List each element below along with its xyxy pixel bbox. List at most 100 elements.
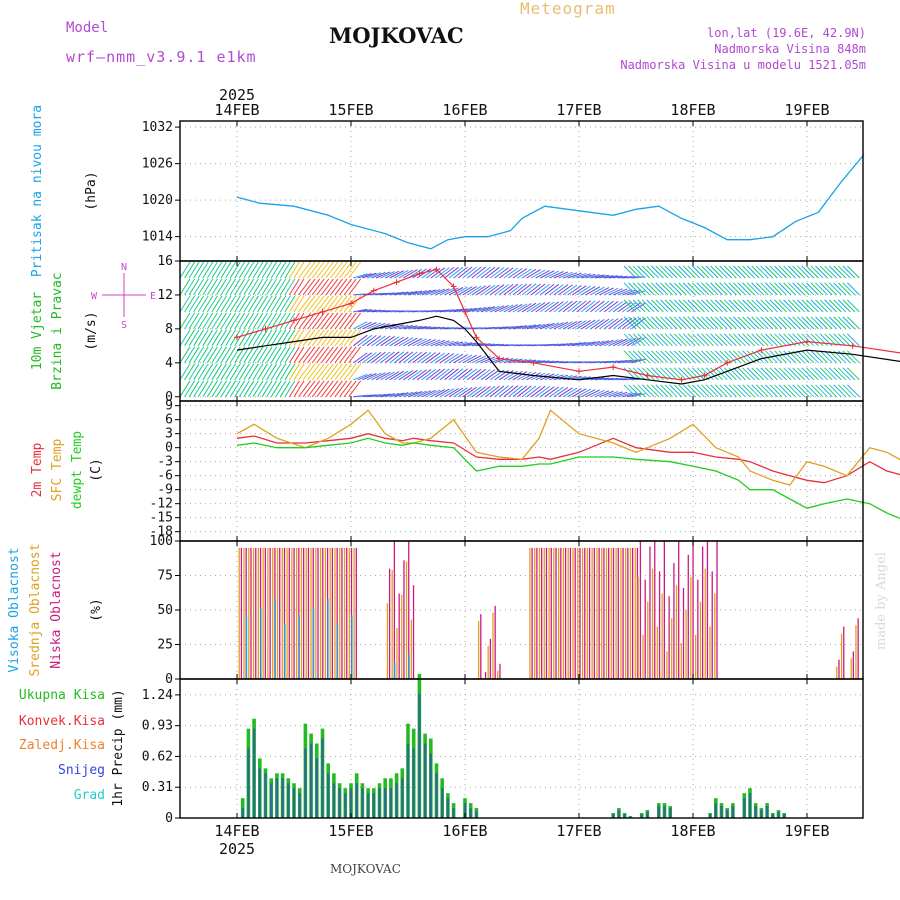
wind-barb xyxy=(412,351,427,364)
wind-barb xyxy=(275,261,287,279)
wind-barb xyxy=(567,285,582,296)
wind-barb xyxy=(339,312,353,330)
wind-barb xyxy=(298,329,312,347)
wind-barb xyxy=(334,261,348,279)
wind-barb xyxy=(307,261,321,279)
wind-barb xyxy=(439,340,455,347)
wind-barb xyxy=(842,316,856,330)
wind-barb xyxy=(632,384,646,398)
wind-barb xyxy=(216,346,227,364)
wind-barb xyxy=(526,385,541,398)
wind-barb xyxy=(774,333,787,347)
wind-barb xyxy=(508,325,523,330)
wind-barb xyxy=(806,282,819,296)
wind-barb xyxy=(416,338,432,347)
wind-barb xyxy=(348,261,362,279)
wind-barb xyxy=(723,282,737,296)
wind-barb xyxy=(714,265,728,279)
wind-barb xyxy=(229,363,241,381)
wind-barb xyxy=(778,350,792,364)
wind-barb xyxy=(806,350,819,364)
wind-barb xyxy=(307,295,321,313)
wind-barb xyxy=(774,316,787,330)
wind-barb xyxy=(571,300,587,313)
wind-barb xyxy=(453,368,468,381)
wind-barb xyxy=(664,350,678,364)
wind-barb xyxy=(376,261,377,262)
wind-barb xyxy=(678,265,692,279)
wind-barb xyxy=(339,261,341,262)
wind-barb xyxy=(507,385,523,398)
wind-barb xyxy=(476,306,491,313)
wind-barb xyxy=(311,380,325,398)
wind-barb xyxy=(325,312,339,330)
wind-barb xyxy=(655,350,669,364)
wind-barb xyxy=(826,261,828,262)
wind-barb xyxy=(810,333,824,347)
wind-barb xyxy=(435,288,450,296)
wind-barb xyxy=(302,363,316,381)
wind-barb xyxy=(632,350,646,364)
compass-s: S xyxy=(121,320,127,331)
wind-barb xyxy=(641,316,655,330)
wind-barb xyxy=(687,367,701,381)
wind-barb xyxy=(334,295,348,313)
wind-barb xyxy=(184,295,196,313)
wind-barb xyxy=(828,333,842,347)
wind-barb xyxy=(225,312,237,330)
wind-barb xyxy=(362,309,377,313)
wind-barb xyxy=(831,261,833,262)
wind-barb xyxy=(512,325,528,330)
cloud-side-label-3: Niska Oblacnost xyxy=(49,551,64,668)
wind-barb xyxy=(632,265,646,279)
wind-barb xyxy=(776,261,778,262)
wind-barb xyxy=(558,375,573,381)
wind-barb xyxy=(508,370,523,381)
precip-bar-snow xyxy=(726,810,729,818)
wind-barb xyxy=(220,346,232,364)
wind-barb xyxy=(549,301,564,313)
wind-side-label-2: Brzina i Pravac xyxy=(50,272,65,389)
wind-barb xyxy=(544,301,560,313)
wind-barb xyxy=(234,261,246,279)
wind-barb xyxy=(220,278,232,296)
wind-barb xyxy=(714,299,728,313)
wind-barb xyxy=(710,384,723,398)
wind-barb xyxy=(512,283,528,296)
wind-barb xyxy=(302,295,316,313)
wind-barb xyxy=(530,302,546,313)
wind-barb xyxy=(710,299,723,313)
wind-barb xyxy=(585,300,601,313)
wind-barb xyxy=(421,352,436,364)
wind-barb xyxy=(590,340,605,347)
precip-bar-snow xyxy=(349,788,353,818)
wind-barb xyxy=(471,368,487,381)
wind-barb xyxy=(678,333,692,347)
wind-barb xyxy=(787,282,801,296)
wind-barb xyxy=(717,261,719,262)
wind-barb xyxy=(549,271,564,279)
wind-barb xyxy=(311,346,325,364)
wind-barb xyxy=(480,284,496,296)
wind-barb xyxy=(430,288,445,296)
wind-barb xyxy=(632,333,646,347)
wind-barb xyxy=(608,275,623,279)
wind-barb xyxy=(371,393,386,398)
wind-barb xyxy=(719,350,733,364)
wind-barb xyxy=(623,299,637,313)
day-label-bottom: 17FEB xyxy=(556,822,601,840)
wind-barb xyxy=(558,321,573,330)
wind-barb xyxy=(430,326,445,330)
wind-barb xyxy=(544,322,559,330)
wind-barb xyxy=(357,321,373,330)
wind-barb xyxy=(581,389,596,398)
wind-barb xyxy=(526,269,541,279)
wind-barb xyxy=(476,261,478,262)
wind-barb xyxy=(321,261,323,262)
wind-barb xyxy=(243,278,255,296)
wind-barb xyxy=(334,363,348,381)
wind-barb xyxy=(819,384,833,398)
wind-barb xyxy=(202,278,214,296)
wind-barb xyxy=(517,371,532,381)
wind-barb xyxy=(755,299,769,313)
